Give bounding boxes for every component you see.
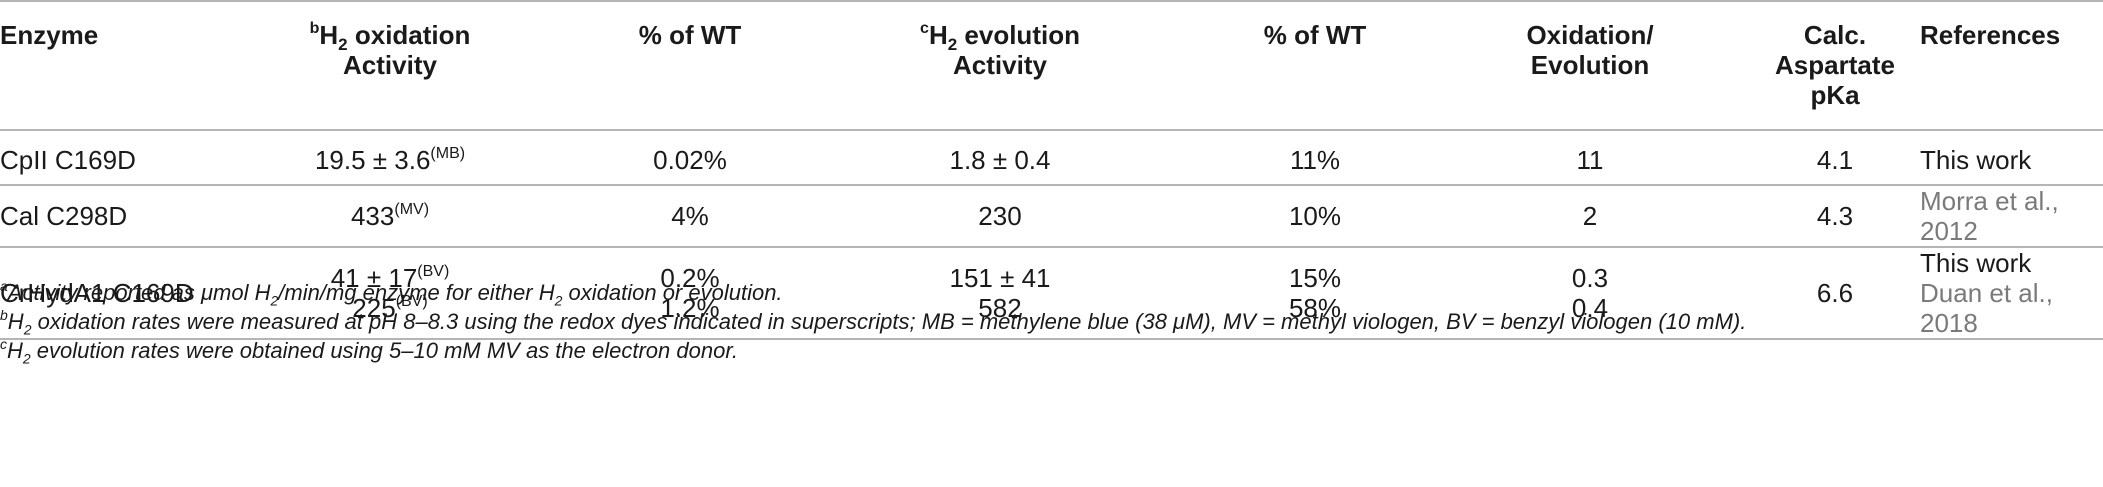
cell-subvalue: 151 ± 41: [949, 263, 1051, 293]
footnote-c: cH2 evolution rates were obtained using …: [0, 335, 2103, 367]
header-pct-wt-oxidation-label: % of WT: [638, 20, 742, 50]
header-h2-oxidation-pre: H: [319, 20, 339, 50]
cell-h2-evolution: 230: [978, 201, 1022, 231]
reference-link[interactable]: Duan et al., 2018: [1920, 278, 2053, 338]
cell-value: 19.5 ± 3.6: [314, 144, 431, 175]
footnote-a: aActivity reported as μmol H2/min/mg enz…: [0, 277, 2103, 309]
cell-h2-oxidation: 433(MV): [200, 185, 580, 247]
cell-pka: 4.3: [1816, 201, 1854, 231]
header-pct-wt-evolution-label: % of WT: [1263, 20, 1367, 50]
header-h2-oxidation-post: oxidation: [347, 20, 471, 50]
header-pct-wt-evolution: % of WT: [1200, 1, 1430, 130]
dye-superscript: (BV): [395, 293, 428, 311]
footnote-c-text1: H: [7, 338, 23, 363]
cell-subvalue: 15%: [1288, 263, 1342, 293]
cell-reference-text: This work: [1920, 248, 2032, 278]
footnote-marker-b: b: [309, 20, 320, 38]
footnote-marker-c: c: [920, 20, 929, 38]
footnote-b-text1: H: [7, 309, 24, 334]
footnote-b-marker: b: [0, 306, 8, 323]
header-h2-oxidation-line1: bH2 oxidation: [200, 20, 580, 53]
cell-subvalue: 225(BV): [200, 293, 580, 323]
footnote-b: bH2 oxidation rates were measured at pH …: [0, 306, 2103, 338]
header-pka: Calc. Aspartate pKa: [1750, 1, 1920, 130]
dye-superscript: (MB): [430, 144, 466, 162]
cell-reference: This work Duan et al., 2018: [1920, 247, 2103, 339]
header-h2-oxidation-line2: Activity: [343, 50, 437, 80]
cell-pct-wt-evolution: 11%: [1289, 144, 1341, 175]
cell-enzyme: Cal C298D: [0, 201, 128, 231]
footnote-a-text2: /min/mg enzyme for either H: [278, 280, 555, 305]
cell-value: 433: [350, 201, 395, 231]
header-h2-evolution-line1: cH2 evolution: [800, 20, 1200, 53]
cell-subvalue: 0.4: [1571, 293, 1609, 323]
table-row: CrHydA1 C169D 41 ± 17(BV) 225(BV) 0.2% 1…: [0, 247, 2103, 339]
cell-h2-oxidation: 41 ± 17(BV) 225(BV): [200, 247, 580, 339]
header-h2-oxidation: bH2 oxidation Activity: [200, 1, 580, 130]
cell-ratio: 0.3 0.4: [1430, 247, 1750, 339]
cell-value: 41 ± 17: [330, 263, 418, 293]
header-pct-wt-oxidation: % of WT: [580, 1, 800, 130]
cell-enzyme: CrHydA1 C169D: [0, 278, 194, 308]
cell-ratio: 11: [1576, 144, 1604, 175]
header-ratio-line1: Oxidation/: [1526, 20, 1654, 50]
cell-pct-wt-oxidation: 0.02%: [653, 144, 727, 175]
footnote-a-text3: oxidation or evolution.: [562, 280, 783, 305]
footnote-c-text2: evolution rates were obtained using 5–10…: [30, 338, 738, 363]
header-h2-evolution: cH2 evolution Activity: [800, 1, 1200, 130]
footnote-a-sub1: 2: [270, 292, 279, 309]
header-h2-evolution-line2: Activity: [953, 50, 1047, 80]
header-h2-oxidation-sub: 2: [338, 35, 348, 55]
cell-ratio: 2: [1582, 201, 1598, 231]
footnote-a-sub2: 2: [554, 292, 563, 309]
enzyme-activity-table: Enzyme bH2 oxidation Activity % of WT cH…: [0, 1, 2103, 339]
cell-pct-wt-oxidation: 0.2% 1.2%: [580, 247, 800, 339]
footnote-b-text2: oxidation rates were measured at pH 8–8.…: [31, 309, 1747, 334]
header-row: Enzyme bH2 oxidation Activity % of WT cH…: [0, 1, 2103, 130]
cell-h2-oxidation: 19.5 ± 3.6(MB): [200, 130, 580, 185]
cell-subvalue: 41 ± 17(BV): [200, 263, 580, 293]
table-row: Cal C298D 433(MV) 4% 230 10% 2 4.3 Morra…: [0, 185, 2103, 247]
cell-subvalue: 1.2%: [660, 293, 720, 323]
cell-reference: This work: [1920, 144, 2032, 175]
header-ratio-line2: Evolution: [1530, 50, 1650, 80]
cell-value: 225: [352, 293, 396, 323]
header-ratio: Oxidation/ Evolution: [1430, 1, 1750, 130]
cell-pka: 6.6: [1816, 278, 1854, 308]
footnote-b-sub1: 2: [23, 321, 32, 338]
cell-pct-wt-evolution: 15% 58%: [1200, 247, 1430, 339]
footnote-a-text1: Activity reported as μmol H: [7, 280, 271, 305]
cell-subvalue: 582: [978, 293, 1022, 323]
data-table-container: Enzyme bH2 oxidation Activity % of WT cH…: [0, 1, 2103, 339]
footnote-a-marker: a: [0, 277, 8, 294]
header-enzyme: Enzyme: [0, 1, 200, 130]
footnote-c-marker: c: [0, 335, 7, 352]
reference-link[interactable]: Morra et al., 2012: [1920, 186, 2059, 246]
header-pka-line1: Calc. Aspartate: [1775, 20, 1895, 80]
cell-h2-evolution: 1.8 ± 0.4: [949, 144, 1051, 175]
header-references: References: [1920, 1, 2103, 130]
header-h2-evolution-pre: H: [928, 20, 948, 50]
footnote-c-sub1: 2: [22, 350, 31, 367]
header-h2-evolution-sub: 2: [947, 35, 958, 55]
cell-pct-wt-oxidation: 4%: [671, 201, 709, 231]
cell-pct-wt-evolution: 10%: [1288, 201, 1342, 231]
table-row: CpII C169D 19.5 ± 3.6(MB) 0.02% 1.8 ± 0.…: [0, 130, 2103, 185]
header-h2-evolution-post: evolution: [957, 20, 1080, 50]
cell-subvalue: 0.3: [1571, 263, 1609, 293]
cell-h2-evolution: 151 ± 41 582: [800, 247, 1200, 339]
header-pka-line2: pKa: [1810, 80, 1860, 110]
cell-pka: 4.1: [1816, 144, 1854, 175]
table-footnotes: aActivity reported as μmol H2/min/mg enz…: [0, 277, 2103, 367]
header-references-label: References: [1920, 20, 2061, 50]
cell-subvalue: 58%: [1288, 293, 1342, 323]
dye-superscript: (BV): [417, 263, 450, 281]
cell-subvalue: 0.2%: [660, 263, 720, 293]
cell-enzyme: CpII C169D: [0, 144, 136, 175]
dye-superscript: (MV): [394, 201, 430, 219]
header-enzyme-label: Enzyme: [0, 20, 99, 50]
